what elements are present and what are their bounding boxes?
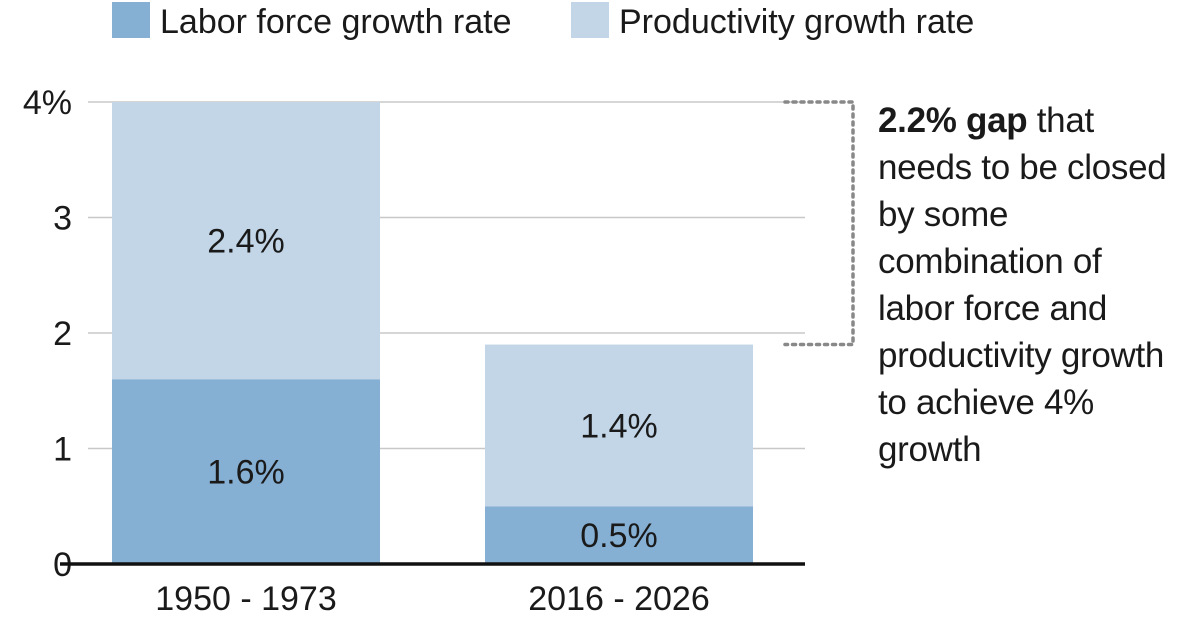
legend-label-1: Labor force growth rate <box>160 3 512 41</box>
bars <box>112 102 753 564</box>
gap-annotation: 2.2% gap that needs to be closed by some… <box>878 97 1178 473</box>
bar-label-1-labor: 1.6% <box>207 454 285 492</box>
legend-label-2: Productivity growth rate <box>619 3 974 41</box>
bar-label-2-productivity: 1.4% <box>580 407 658 445</box>
y-tick-label-2: 2 <box>53 315 72 353</box>
y-tick-label-1: 1 <box>53 431 72 469</box>
bar-label-1-productivity: 2.4% <box>207 223 285 261</box>
gap-annotation-text: that needs to be closed by some combinat… <box>878 101 1167 469</box>
y-tick-label-4: 4% <box>23 84 72 122</box>
gap-annotation-bold: 2.2% gap <box>878 101 1028 140</box>
bar-2-productivity <box>485 344 753 507</box>
gap-bracket <box>783 100 855 347</box>
bar-1-labor <box>112 379 380 564</box>
gap-bracket-line <box>783 100 855 347</box>
bar-value-labels: 1.6% 2.4% 0.5% 1.4% <box>207 223 658 556</box>
legend: Labor force growth rate Productivity grow… <box>112 2 974 41</box>
bar-2-labor <box>485 506 753 564</box>
y-tick-label-3: 3 <box>53 200 72 238</box>
bar-1-productivity <box>112 102 380 380</box>
legend-swatch-1 <box>112 2 150 38</box>
y-axis: 01234% <box>23 84 72 584</box>
legend-swatch-2 <box>571 2 609 38</box>
x-axis: 1950 - 1973 2016 - 2026 <box>60 562 805 618</box>
bar-label-2-labor: 0.5% <box>580 517 658 555</box>
x-tick-label-1: 1950 - 1973 <box>155 580 337 618</box>
x-tick-label-2: 2016 - 2026 <box>528 580 710 618</box>
